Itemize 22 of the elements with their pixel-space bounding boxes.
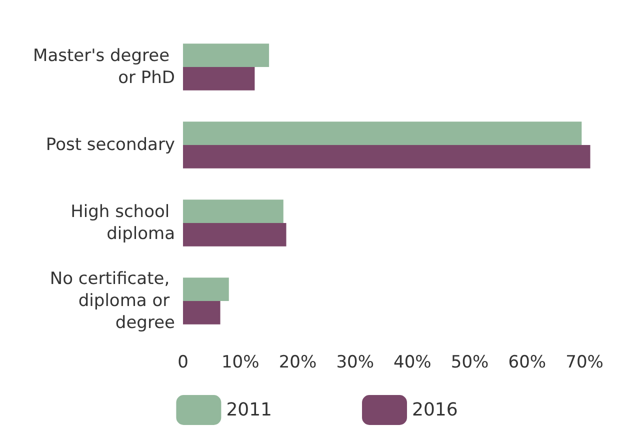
bar [183,122,582,145]
x-tick-label: 40% [394,352,432,372]
bar [183,278,229,301]
x-tick-label: 30% [336,352,374,372]
x-tick-label: 70% [566,352,604,372]
x-tick-label: 20% [278,352,317,372]
bar [183,145,590,168]
x-tick-label: 0 [178,352,188,372]
bar [183,301,220,324]
y-tick-label: High school diploma [70,202,175,244]
bar [183,44,270,67]
y-tick-label: Post secondary [46,135,175,155]
y-tick-label: Master's degree or PhD [33,46,175,88]
legend-label: 2011 [226,400,272,420]
y-tick-label: No certificate, diploma or degree [50,269,175,333]
legend-label: 2016 [412,400,458,420]
x-tick-label: 50% [450,352,489,372]
bar [183,223,286,246]
bar [183,67,255,90]
x-tick-label: 60% [508,352,546,372]
x-tick-label: 10% [221,352,260,372]
bar [183,200,284,223]
